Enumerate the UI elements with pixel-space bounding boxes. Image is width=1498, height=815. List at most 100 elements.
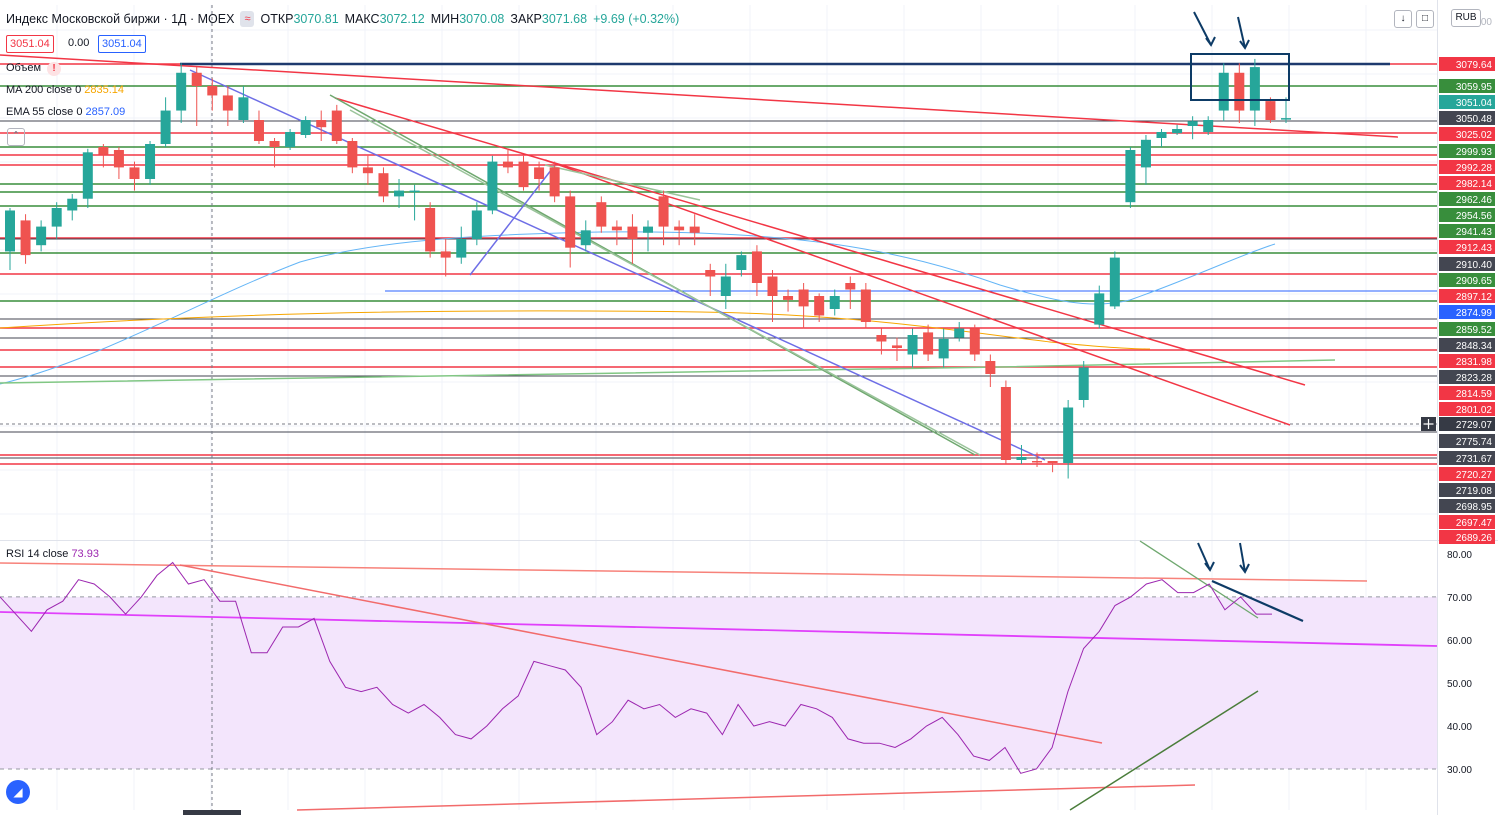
candle-body	[674, 226, 685, 231]
candle	[954, 322, 965, 342]
candle	[627, 214, 638, 264]
candle-body	[938, 338, 949, 359]
price-label-bg	[1439, 515, 1495, 529]
candle	[1000, 380, 1011, 464]
candle	[907, 328, 918, 368]
open-label: ОТКР	[260, 12, 294, 26]
candle	[1234, 63, 1245, 123]
candle	[705, 263, 716, 296]
candle-body	[20, 220, 31, 256]
price-label-text: 2897.12	[1456, 292, 1493, 303]
price-label: 2897.12	[1439, 289, 1495, 303]
tradingview-logo-icon[interactable]: ◢	[6, 780, 30, 804]
price-label-bg	[1439, 111, 1495, 125]
candle-body	[222, 95, 233, 111]
rsi-trend-line	[296, 784, 1196, 811]
highlight-box	[1190, 53, 1290, 101]
candle	[969, 324, 980, 361]
price-label: 2801.02	[1439, 402, 1495, 416]
candle	[611, 220, 622, 246]
warning-icon[interactable]: !	[47, 62, 62, 76]
candle	[1172, 124, 1183, 135]
candle	[378, 167, 389, 203]
wave-icon[interactable]: ≈	[240, 11, 255, 27]
candle-body	[658, 196, 669, 227]
price-label-bg	[1439, 451, 1495, 465]
price-label-text: 2697.47	[1456, 518, 1493, 529]
price-label-text: 2909.65	[1456, 276, 1493, 287]
candle	[160, 97, 171, 147]
low-value: 3070.08	[459, 12, 505, 26]
candle	[176, 63, 187, 123]
candle	[1140, 135, 1151, 185]
candle-body	[82, 152, 93, 199]
volume-indicator: Объем!	[6, 62, 62, 76]
candle	[238, 85, 249, 123]
price-label-bg	[1439, 57, 1495, 71]
price-label-bg	[1439, 208, 1495, 222]
price-label-bg	[1439, 192, 1495, 206]
rsi-band	[0, 596, 1437, 769]
bid-price-box[interactable]: 3051.04	[6, 35, 54, 53]
price-label-text: 2912.43	[1456, 243, 1493, 254]
candle	[674, 220, 685, 246]
candle	[285, 129, 296, 150]
candle-body	[394, 190, 405, 197]
candle	[549, 161, 560, 203]
candle-body	[378, 173, 389, 197]
candle	[269, 138, 280, 168]
candle	[1016, 445, 1027, 464]
candle-body	[409, 190, 420, 193]
arrow-down-icon[interactable]: ↓	[1394, 10, 1412, 28]
candle	[129, 161, 140, 191]
annotation-arrowhead	[1204, 561, 1215, 572]
candle	[98, 144, 109, 168]
price-label-bg	[1439, 483, 1495, 497]
collapse-indicators-icon[interactable]: ⌃	[7, 128, 25, 146]
candle	[300, 116, 311, 138]
candle-body	[440, 251, 451, 258]
candle	[534, 161, 545, 191]
low-label: МИН	[430, 12, 460, 26]
price-label-bg	[1439, 370, 1495, 384]
candle-body	[1249, 67, 1260, 111]
price-label-text: 2731.67	[1456, 454, 1493, 465]
currency-badge[interactable]: RUB	[1451, 9, 1481, 27]
candle	[720, 263, 731, 309]
price-label: 2719.08	[1439, 483, 1495, 497]
candle	[829, 289, 840, 316]
price-label-bg	[1439, 434, 1495, 448]
candle-body	[316, 120, 327, 128]
candle	[1047, 461, 1058, 473]
close-value: 3071.68	[541, 12, 588, 26]
price-label: 2697.47	[1439, 515, 1495, 529]
candle-body	[767, 276, 778, 296]
crosshair-plus-icon	[1421, 417, 1436, 431]
candle-body	[954, 328, 965, 338]
price-label: 2848.34	[1439, 338, 1495, 352]
candle	[316, 110, 327, 141]
high-value: 3072.12	[379, 12, 425, 26]
candle-body	[611, 226, 622, 231]
price-label-text: 2962.46	[1456, 195, 1493, 206]
candle	[1218, 63, 1229, 122]
candle-body	[580, 230, 591, 246]
candle	[845, 276, 856, 309]
candle-body	[1047, 461, 1058, 463]
price-label-bg	[1439, 240, 1495, 254]
price-label-bg	[1439, 467, 1495, 481]
symbol-title[interactable]: Индекс Московской биржи · 1Д · MOEX	[6, 12, 235, 26]
rsi-tick-label: 80.00	[1447, 550, 1472, 561]
trend-line	[0, 54, 1399, 138]
ask-price-box[interactable]: 3051.04	[98, 35, 146, 53]
trend-line	[544, 159, 1291, 426]
chart-header: Индекс Московской биржи · 1Д · MOEX ≈ ОТ…	[6, 11, 679, 27]
candle-body	[1032, 461, 1043, 463]
price-label-bg	[1439, 386, 1495, 400]
square-icon[interactable]: □	[1416, 10, 1434, 28]
candle	[580, 220, 591, 252]
candle	[1203, 116, 1214, 135]
price-label: 2831.98	[1439, 354, 1495, 368]
candle-body	[1016, 457, 1027, 460]
